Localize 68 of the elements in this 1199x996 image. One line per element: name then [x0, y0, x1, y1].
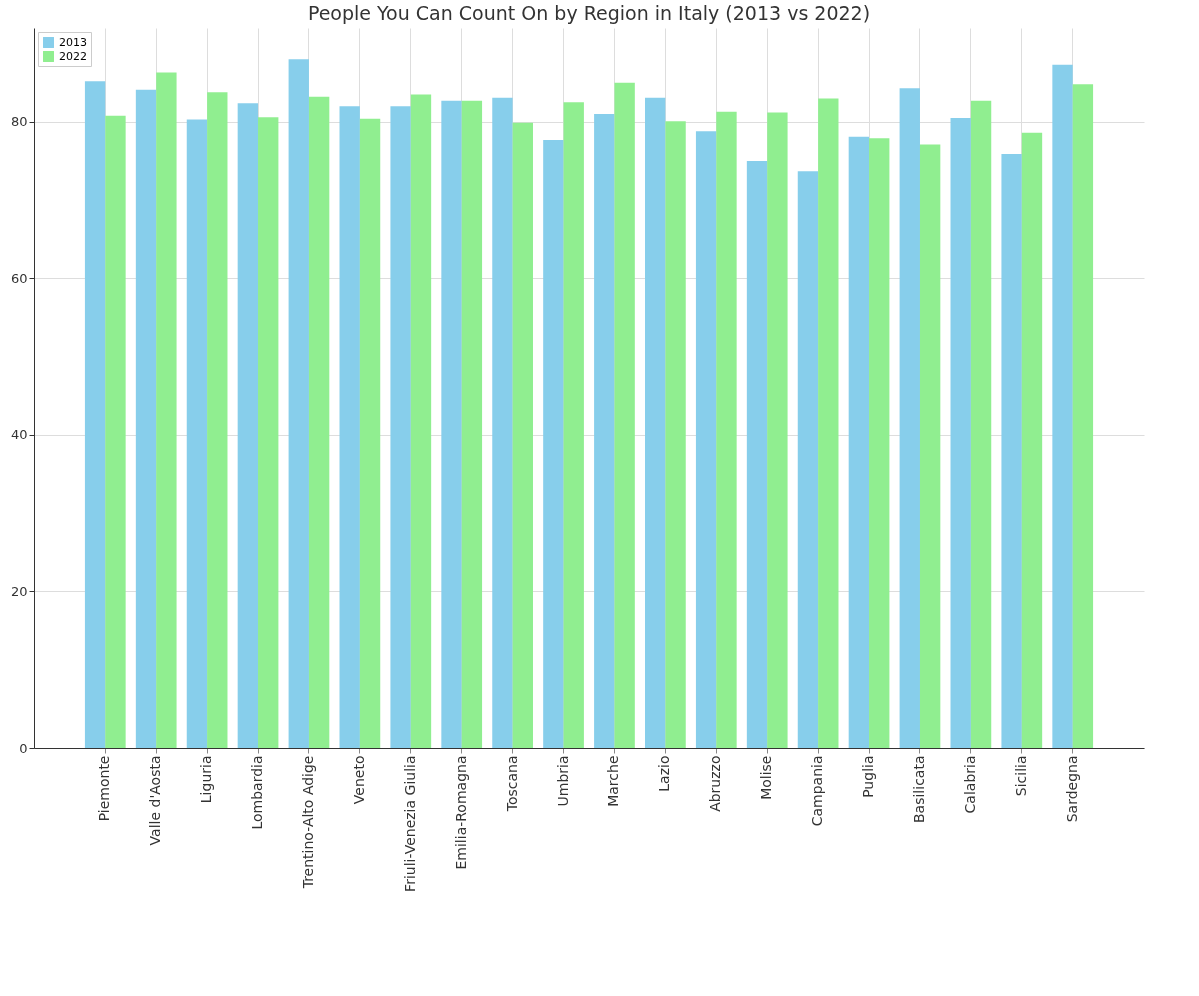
x-tick-label: Molise — [758, 755, 775, 800]
bar — [512, 122, 533, 748]
bar — [1001, 154, 1022, 748]
bar — [543, 139, 564, 748]
bar — [339, 106, 360, 748]
legend-label: 2022 — [59, 49, 87, 63]
x-tick-label: Trentino-Alto Adige — [299, 755, 316, 890]
bar — [288, 59, 309, 748]
bar — [746, 161, 768, 748]
y-tick-label: 20 — [10, 583, 28, 599]
bar — [970, 100, 992, 748]
bar — [84, 81, 106, 748]
bar — [105, 115, 126, 748]
x-tick-label: Calabria — [961, 755, 978, 814]
bar — [1072, 84, 1094, 748]
bar — [390, 106, 411, 748]
x-tick-label: Marche — [605, 755, 622, 807]
chart-title: People You Can Count On by Region in Italy (2013 vs 2022) — [307, 2, 871, 24]
x-tick-label: Basilicata — [910, 755, 927, 823]
bar — [461, 100, 483, 748]
bar — [695, 131, 717, 748]
y-tick-label: 40 — [10, 427, 28, 443]
bar — [665, 121, 686, 748]
x-tick-label: Abruzzo — [707, 755, 724, 812]
bar — [186, 119, 208, 748]
bar — [1052, 64, 1073, 748]
bar — [308, 96, 330, 748]
y-tick-label: 0 — [19, 740, 28, 756]
bar — [410, 94, 432, 748]
bar — [258, 117, 279, 748]
bar — [645, 97, 666, 748]
bar — [156, 72, 177, 748]
x-tick-label: Valle d'Aosta — [147, 755, 164, 846]
bar — [767, 112, 788, 748]
bar — [919, 144, 941, 748]
bar — [441, 100, 462, 748]
x-tick-label: Liguria — [198, 755, 215, 804]
bar — [614, 82, 635, 748]
x-tick-label: Piemonte — [96, 755, 113, 822]
bar — [594, 114, 615, 748]
bar — [848, 136, 870, 748]
y-tick-label: 80 — [10, 114, 28, 130]
x-tick-label: Veneto — [350, 755, 367, 805]
bar — [135, 89, 157, 748]
legend-label: 2013 — [59, 35, 87, 49]
bar — [950, 118, 971, 748]
bar — [818, 98, 839, 748]
y-tick-label: 60 — [10, 270, 28, 286]
bar — [563, 102, 584, 748]
bar — [899, 88, 920, 748]
x-tick-label: Friuli-Venezia Giulia — [401, 755, 418, 892]
bar — [492, 97, 513, 748]
x-tick-label: Sardegna — [1063, 755, 1080, 823]
bar — [1021, 132, 1043, 748]
x-tick-label: Umbria — [554, 755, 571, 807]
x-tick-label: Lazio — [656, 755, 673, 792]
bar — [869, 138, 890, 748]
x-tick-label: Sicilia — [1012, 755, 1029, 797]
bar — [207, 92, 228, 748]
bar — [237, 103, 259, 748]
x-tick-label: Lombardia — [249, 755, 266, 830]
bar — [716, 111, 737, 748]
x-tick-label: Puglia — [860, 755, 877, 798]
x-tick-label: Campania — [809, 755, 826, 827]
x-tick-label: Toscana — [503, 755, 520, 813]
bar — [797, 171, 819, 748]
x-tick-label: Emilia-Romagna — [452, 755, 469, 870]
bar — [359, 118, 381, 748]
